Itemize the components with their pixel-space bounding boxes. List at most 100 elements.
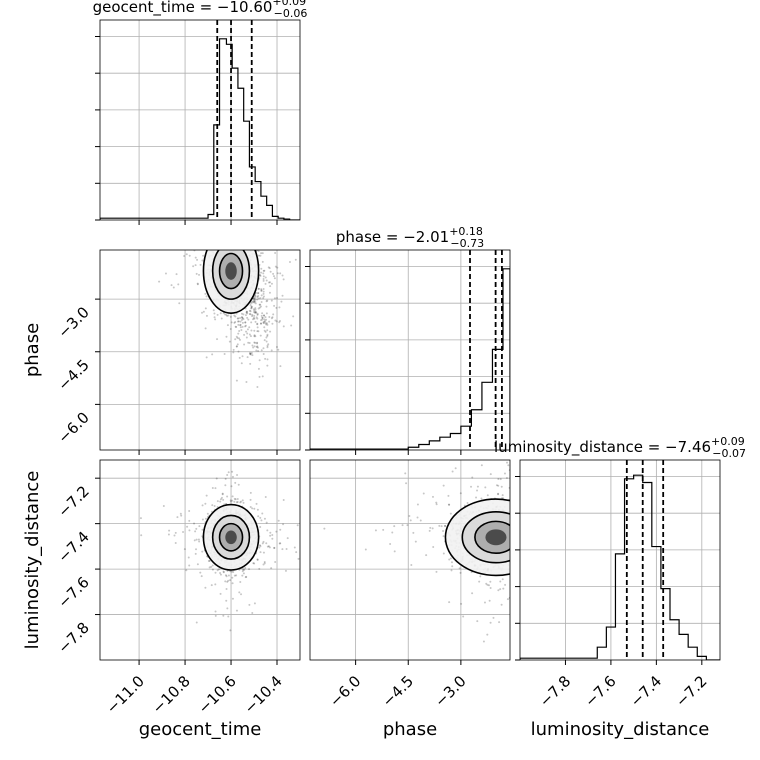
sample-point bbox=[533, 527, 535, 529]
sample-point bbox=[251, 300, 254, 303]
sample-point bbox=[235, 326, 238, 329]
sample-point bbox=[178, 302, 181, 305]
sample-point bbox=[535, 529, 537, 531]
sample-point bbox=[512, 554, 514, 556]
sample-point bbox=[240, 242, 242, 244]
sample-point bbox=[251, 507, 254, 510]
histogram-phase bbox=[310, 268, 510, 450]
sample-point bbox=[216, 227, 218, 229]
sample-point bbox=[245, 575, 248, 578]
sample-point bbox=[524, 534, 526, 536]
sample-point bbox=[254, 295, 257, 298]
sample-point bbox=[512, 556, 514, 558]
sample-point bbox=[261, 318, 264, 321]
sample-point bbox=[514, 458, 516, 460]
sample-point bbox=[516, 531, 518, 533]
sample-point bbox=[276, 266, 279, 269]
y-axis-label-phase: phase bbox=[22, 323, 43, 377]
sample-point bbox=[223, 313, 226, 316]
sample-point bbox=[236, 225, 238, 227]
sample-point bbox=[273, 546, 276, 549]
sample-point bbox=[253, 301, 256, 304]
sample-point bbox=[225, 599, 228, 602]
sample-point bbox=[230, 237, 232, 239]
density-level-3 bbox=[225, 262, 237, 280]
sample-point bbox=[598, 572, 600, 574]
grid-lines bbox=[100, 250, 300, 450]
sample-point bbox=[245, 248, 247, 250]
sample-point bbox=[194, 552, 197, 555]
sample-point bbox=[530, 506, 532, 508]
panel-luminosity_distance-vs-geocent_time: −7.8 −7.6 −7.4 −7.2 −11.0 −10.8 −10.6 −10.4 bbox=[54, 459, 301, 717]
sample-point bbox=[263, 269, 266, 272]
panel-title-luminosity_distance: luminosity_distance = −7.46+0.09 −0.07 bbox=[494, 435, 746, 460]
sample-point bbox=[260, 288, 263, 291]
sample-point bbox=[262, 551, 265, 554]
sample-point bbox=[512, 535, 514, 537]
sample-point bbox=[205, 356, 208, 359]
sample-point bbox=[414, 540, 417, 543]
sample-point bbox=[230, 226, 232, 228]
sample-point bbox=[529, 552, 531, 554]
sample-point bbox=[231, 495, 234, 498]
sample-point bbox=[244, 244, 246, 246]
sample-point bbox=[223, 234, 225, 236]
sample-point bbox=[192, 265, 195, 268]
sample-point bbox=[281, 548, 284, 551]
sample-point bbox=[522, 573, 524, 575]
sample-point bbox=[268, 546, 271, 549]
sample-point bbox=[264, 357, 267, 360]
sample-point bbox=[486, 633, 489, 636]
sample-point bbox=[405, 482, 408, 485]
sample-point bbox=[253, 329, 256, 332]
sample-point bbox=[257, 287, 260, 290]
sample-point bbox=[514, 536, 516, 538]
sample-point bbox=[206, 512, 209, 515]
sample-point bbox=[273, 277, 276, 280]
sample-point bbox=[530, 516, 532, 518]
sample-point bbox=[282, 278, 285, 281]
sample-point bbox=[514, 545, 516, 547]
sample-point bbox=[510, 545, 512, 547]
sample-point bbox=[202, 310, 205, 313]
x-tick-label: −10.6 bbox=[195, 672, 240, 717]
sample-point bbox=[515, 500, 517, 502]
sample-point bbox=[259, 551, 262, 554]
sample-point bbox=[252, 242, 254, 244]
sample-point bbox=[266, 358, 269, 361]
sample-point bbox=[269, 330, 272, 333]
sample-point bbox=[559, 535, 561, 537]
sample-point bbox=[232, 246, 234, 248]
sample-point bbox=[528, 518, 530, 520]
sample-point bbox=[243, 568, 246, 571]
sample-point bbox=[251, 301, 254, 304]
sample-point bbox=[228, 247, 230, 249]
sample-point bbox=[514, 533, 516, 535]
sample-point bbox=[529, 491, 531, 493]
sample-point bbox=[517, 526, 519, 528]
sample-point bbox=[264, 320, 267, 323]
sample-point bbox=[270, 282, 273, 285]
sample-point bbox=[267, 343, 270, 346]
sample-point bbox=[247, 236, 249, 238]
sample-point bbox=[511, 521, 513, 523]
sample-point bbox=[254, 300, 257, 303]
sample-point bbox=[225, 575, 228, 578]
sample-point bbox=[226, 324, 229, 327]
sample-point bbox=[227, 314, 230, 317]
sample-point bbox=[512, 540, 514, 542]
sample-point bbox=[263, 314, 266, 317]
sample-point bbox=[246, 201, 248, 203]
sample-point bbox=[252, 316, 255, 319]
sample-point bbox=[253, 297, 256, 300]
sample-point bbox=[257, 330, 260, 333]
sample-point bbox=[236, 498, 239, 501]
sample-point bbox=[286, 537, 289, 540]
sample-point bbox=[261, 512, 264, 515]
sample-point bbox=[539, 521, 541, 523]
sample-point bbox=[228, 246, 230, 248]
sample-point bbox=[448, 503, 451, 506]
sample-point bbox=[269, 285, 272, 288]
sample-point bbox=[240, 225, 242, 227]
sample-point bbox=[295, 551, 298, 554]
